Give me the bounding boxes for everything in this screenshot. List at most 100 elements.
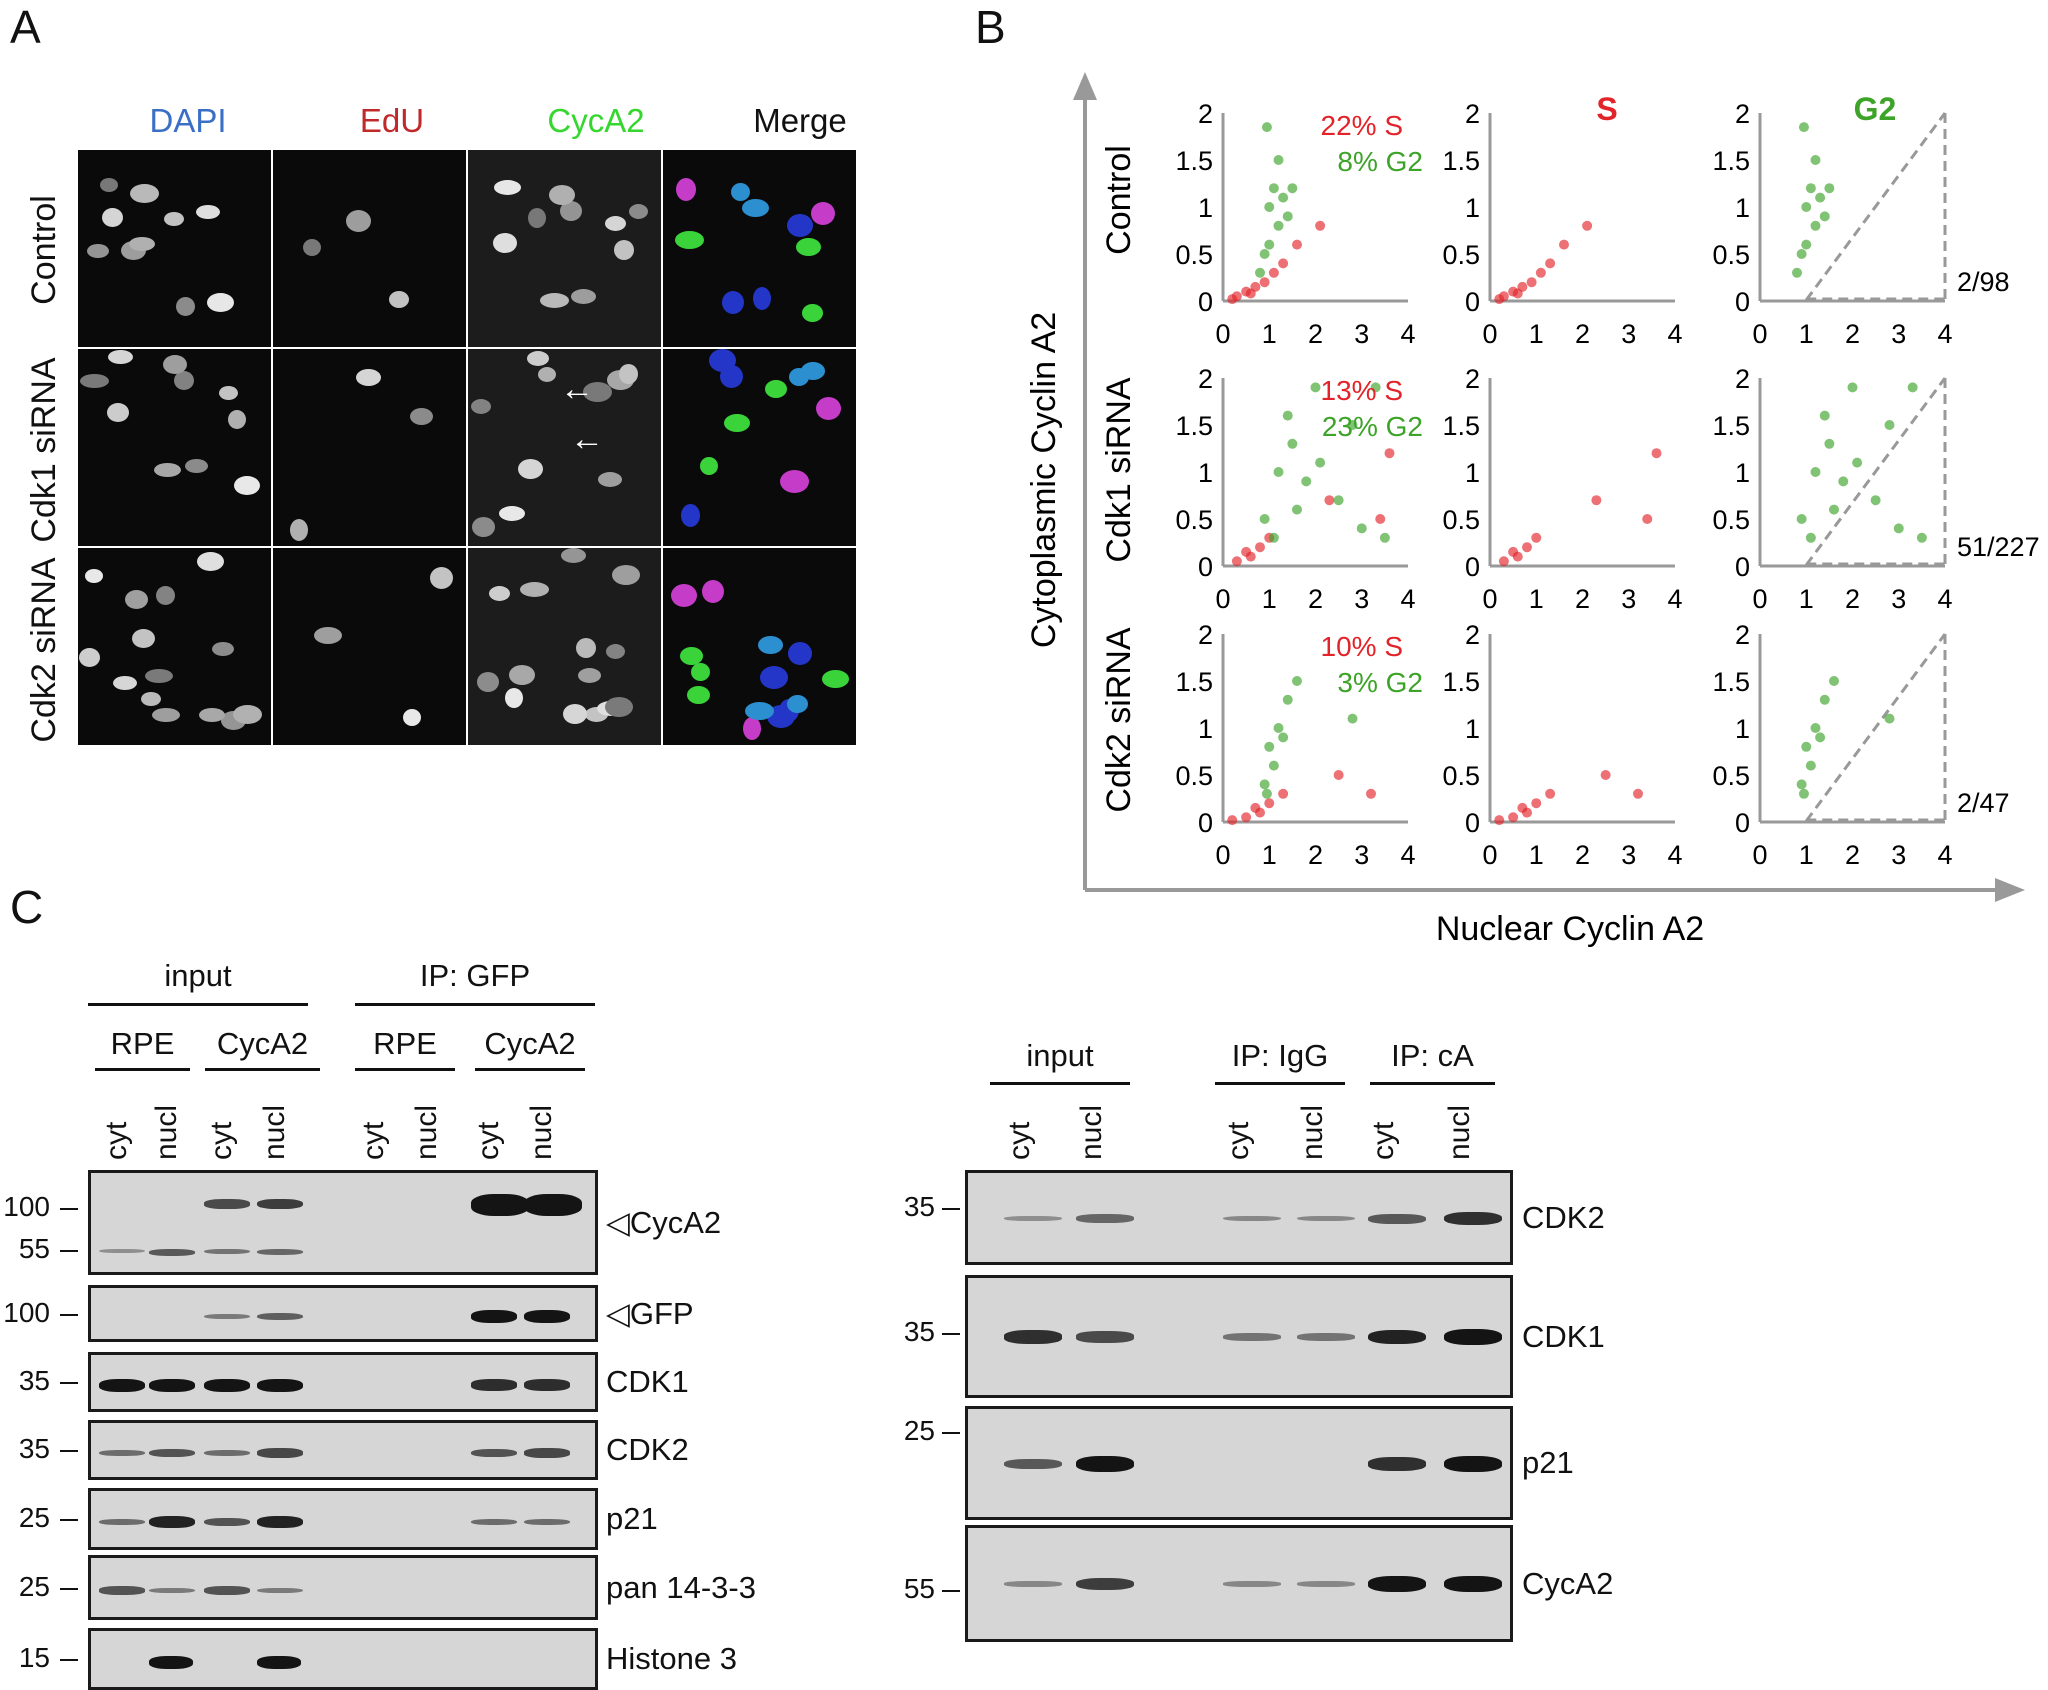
cell-nucleus [207,293,234,312]
cell-nucleus [107,403,129,422]
cell-nucleus [680,647,703,665]
channel-label-dapi: DAPI [149,102,227,139]
scatter-point [1531,532,1542,543]
protein-band [204,1586,250,1595]
micrograph-tile [468,150,661,347]
cell-nucleus [303,239,321,256]
protein-band [204,1449,250,1457]
scatter-point [1292,676,1302,686]
x-tick-label: 1 [1529,840,1544,870]
scatter-point [1819,694,1830,705]
cell-nucleus [85,569,103,583]
mw-marker: 55 [18,1233,50,1264]
protein-band [524,1194,582,1216]
scatter-point [1282,694,1293,705]
lane-label: cyt [1003,1121,1036,1160]
scatter-point [1278,192,1289,203]
diagonal-line [1805,377,1947,566]
protein-band [1444,1576,1502,1593]
micrograph-tile [468,548,661,745]
group-underline [1370,1082,1495,1085]
scatter-point [1261,122,1272,133]
x-tick-label: 0 [1482,319,1497,349]
x-tick-label: 4 [1937,584,1952,614]
cell-nucleus [174,371,194,390]
scatter-point [1801,741,1812,752]
x-tick-label: 3 [1621,584,1636,614]
arrow-icon: ← [560,370,594,408]
protein-band [471,1194,529,1216]
cell-nucleus [505,688,523,708]
cell-nucleus [228,410,246,429]
cell-nucleus [141,692,161,706]
mw-tick [942,1590,960,1592]
cell-nucleus [560,201,582,221]
protein-band [524,1310,570,1323]
col-title-s: S [1596,91,1617,127]
protein-band [471,1310,517,1323]
western-blot [88,1628,598,1690]
cell-nucleus [742,199,769,217]
protein-band [1076,1577,1134,1591]
x-tick-label: 2 [1308,840,1323,870]
scatter-point [1356,523,1367,534]
scatter-point [1494,815,1505,826]
protein-label: CDK2 [1522,1199,1605,1235]
row-title-cdk1: Cdk1 siRNA [1100,377,1138,562]
cell-nucleus [571,289,596,304]
scatter-point [1545,258,1556,269]
protein-band [257,1515,303,1529]
western-blot [88,1555,598,1620]
protein-band [257,1587,303,1594]
x-tick-label: 0 [1752,840,1767,870]
protein-band [99,1518,145,1526]
cell-nucleus [493,233,517,253]
lane-label: nucl [1296,1104,1329,1160]
protein-band [471,1379,517,1391]
y-tick-label: 2 [1465,99,1480,129]
mw-tick [942,1333,960,1335]
x-tick-label: 4 [1400,584,1415,614]
cell-nucleus [605,216,626,231]
scatter-point [1264,798,1275,809]
protein-band [257,1655,301,1669]
cell-nucleus [578,668,601,683]
protein-band [257,1248,303,1255]
protein-band [149,1515,195,1529]
scatter-point [1370,382,1381,393]
protein-band [1076,1331,1134,1343]
cell-nucleus [430,567,453,589]
y-tick-label: 2 [1465,620,1480,650]
protein-band [524,1379,570,1391]
cell-nucleus [722,291,744,314]
row-label-control: Control [25,195,63,305]
mw-tick [60,1250,78,1252]
cell-nucleus [494,180,521,195]
scatter-point [1375,514,1386,524]
x-tick-label: 2 [1575,319,1590,349]
scatter-point [1810,723,1821,733]
y-tick-label: 0 [1465,808,1480,838]
scatter-point [1801,202,1812,212]
scatter-point [1884,420,1895,430]
protein-band [1297,1581,1355,1588]
cell-nucleus [753,287,771,310]
scatter-point [1494,294,1505,305]
scatter-point [1278,258,1289,269]
x-tick-label: 0 [1215,840,1230,870]
group-underline [88,1003,308,1006]
row-label-cdk2: Cdk2 siRNA [25,557,63,743]
mw-marker: 55 [903,1573,935,1604]
protein-band [257,1312,303,1321]
y-tick-label: 0.5 [1175,761,1213,791]
g2-percent-label: 23% G2 [1322,411,1423,442]
cell-nucleus [780,470,809,493]
lane-label: nucl [258,1104,291,1160]
scatter-point [1227,815,1238,826]
protein-label: p21 [606,1501,658,1536]
cell-nucleus [489,586,510,601]
y-tick-label: 2 [1465,364,1480,394]
scatter-point [1273,155,1284,165]
lane-label: cyt [472,1121,505,1160]
protein-band [1297,1333,1355,1341]
